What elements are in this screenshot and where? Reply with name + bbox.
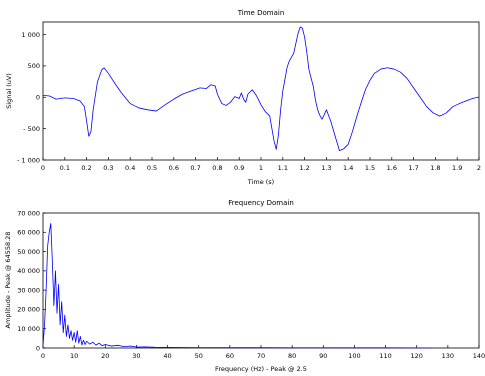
frequency-domain-x-ticks: 0 10 20 30 40 50 60 70 80 90 100 110 120 130 140 bbox=[41, 345, 485, 360]
time-domain-x-tick-label: 1.8 bbox=[430, 164, 440, 172]
time-domain-x-tick-label: 1.4 bbox=[343, 164, 353, 172]
time-domain-y-tick-label: - 1 000 bbox=[17, 156, 40, 164]
frequency-domain-x-tick-label: 40 bbox=[163, 352, 171, 360]
time-domain-x-tick-label: 0.1 bbox=[60, 164, 70, 172]
time-domain-x-tick-label: 0.4 bbox=[125, 164, 135, 172]
time-domain-y-tick-label: 500 bbox=[28, 62, 40, 70]
frequency-domain-chart: Frequency Domain Frequency (Hz) - Peak @… bbox=[4, 199, 485, 373]
time-domain-x-tick-label: 1.2 bbox=[299, 164, 309, 172]
frequency-domain-y-axis-label: Amplitude - Peak @ 64558.28 bbox=[4, 232, 12, 329]
time-domain-x-tick-label: 0.9 bbox=[234, 164, 244, 172]
frequency-domain-x-tick-label: 90 bbox=[319, 352, 327, 360]
frequency-domain-x-tick-label: 100 bbox=[348, 352, 360, 360]
time-domain-y-tick-label: 1 000 bbox=[21, 31, 40, 39]
time-domain-x-tick-label: 1.5 bbox=[365, 164, 375, 172]
frequency-domain-y-tick-label: 30 000 bbox=[17, 286, 40, 294]
time-domain-x-tick-label: 1.9 bbox=[452, 164, 462, 172]
frequency-domain-x-tick-label: 20 bbox=[101, 352, 109, 360]
time-domain-x-tick-label: 2 bbox=[477, 164, 481, 172]
frequency-domain-y-tick-label: 40 000 bbox=[17, 267, 40, 275]
frequency-domain-x-tick-label: 140 bbox=[473, 352, 485, 360]
time-domain-x-ticks: 0 0.1 0.2 0.3 0.4 0.5 0.6 0.7 0.8 0.9 1 1.1 1.2 1.3 1.… bbox=[41, 157, 481, 172]
time-domain-chart: Time Domain Time (s) Signal (uV) 0 0.1 0.2… bbox=[5, 9, 481, 186]
frequency-domain-y-tick-label: 70 000 bbox=[17, 209, 40, 217]
time-domain-x-tick-label: 1.3 bbox=[321, 164, 331, 172]
time-domain-x-tick-label: 0.7 bbox=[190, 164, 200, 172]
time-domain-x-axis-label: Time (s) bbox=[247, 178, 274, 186]
time-domain-plot-frame bbox=[42, 21, 480, 161]
frequency-domain-x-tick-label: 10 bbox=[70, 352, 78, 360]
time-domain-y-tick-label: 0 bbox=[36, 94, 40, 102]
time-domain-x-tick-label: 0.3 bbox=[103, 164, 113, 172]
frequency-domain-y-tick-label: 60 000 bbox=[17, 229, 40, 237]
frequency-domain-y-tick-label: 50 000 bbox=[17, 248, 40, 256]
frequency-domain-x-tick-label: 120 bbox=[411, 352, 423, 360]
frequency-domain-x-tick-label: 130 bbox=[442, 352, 454, 360]
frequency-domain-x-tick-label: 80 bbox=[288, 352, 296, 360]
frequency-domain-y-tick-label: 10 000 bbox=[17, 325, 40, 333]
time-domain-signal-line bbox=[42, 26, 480, 151]
frequency-domain-y-tick-label: 20 000 bbox=[17, 306, 40, 314]
time-domain-x-tick-label: 0.2 bbox=[81, 164, 91, 172]
frequency-domain-title: Frequency Domain bbox=[228, 199, 294, 207]
frequency-domain-x-tick-label: 0 bbox=[41, 352, 45, 360]
time-domain-title: Time Domain bbox=[237, 9, 285, 17]
time-domain-x-tick-label: 0 bbox=[41, 164, 45, 172]
frequency-domain-plot-frame bbox=[42, 212, 480, 349]
frequency-domain-y-tick-label: 0 bbox=[36, 344, 40, 352]
frequency-domain-x-axis-label: Frequency (Hz) - Peak @ 2.5 bbox=[215, 365, 307, 373]
time-domain-x-tick-label: 0.6 bbox=[169, 164, 179, 172]
frequency-domain-x-tick-label: 50 bbox=[195, 352, 203, 360]
time-domain-x-tick-label: 1 bbox=[259, 164, 263, 172]
time-domain-x-tick-label: 1.1 bbox=[278, 164, 288, 172]
time-domain-y-axis-label: Signal (uV) bbox=[5, 73, 13, 109]
frequency-domain-amplitude-line bbox=[42, 223, 433, 349]
frequency-domain-x-tick-label: 30 bbox=[132, 352, 140, 360]
time-domain-x-tick-label: 1.7 bbox=[408, 164, 418, 172]
frequency-domain-y-ticks: 0 10 000 20 000 30 000 40 000 50 000 60 000 70 … bbox=[17, 209, 46, 352]
time-domain-x-tick-label: 1.6 bbox=[387, 164, 397, 172]
time-domain-x-tick-label: 0.8 bbox=[212, 164, 222, 172]
frequency-domain-x-tick-label: 110 bbox=[379, 352, 391, 360]
frequency-domain-x-tick-label: 70 bbox=[257, 352, 265, 360]
frequency-domain-x-tick-label: 60 bbox=[226, 352, 234, 360]
time-domain-y-tick-label: - 500 bbox=[23, 125, 40, 133]
time-domain-y-ticks: - 1 000 - 500 0 500 1 000 bbox=[17, 31, 46, 164]
time-domain-x-tick-label: 0.5 bbox=[147, 164, 157, 172]
